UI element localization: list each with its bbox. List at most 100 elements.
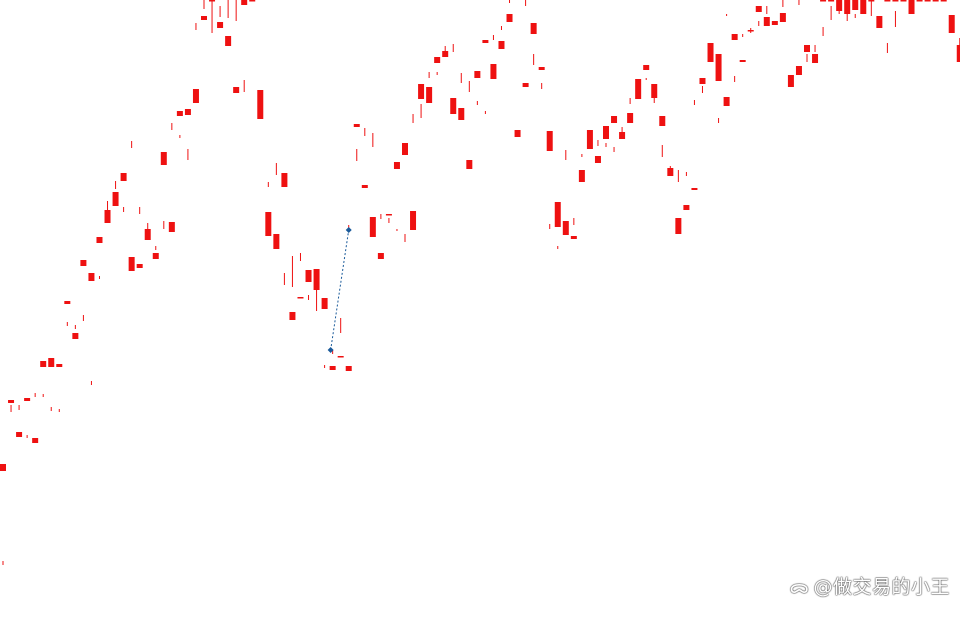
- candle: [530, 23, 537, 65]
- candle-body: [876, 16, 883, 28]
- candle: [924, 0, 931, 2]
- candle: [498, 26, 505, 49]
- candle: [297, 253, 304, 299]
- candle: [369, 133, 376, 237]
- candle: [80, 260, 87, 321]
- candle-body: [956, 45, 960, 62]
- candle: [908, 0, 915, 14]
- candle: [554, 202, 561, 249]
- candle-series: [0, 0, 960, 565]
- trend-marker-start: [327, 347, 334, 353]
- candle-body: [514, 130, 521, 137]
- candle-body: [820, 0, 827, 2]
- candle: [225, 0, 232, 46]
- candle-body: [924, 0, 931, 2]
- candle: [820, 0, 827, 36]
- candle-body: [554, 202, 561, 227]
- candle-body: [192, 89, 199, 103]
- candle: [40, 361, 47, 397]
- candle-body: [763, 17, 770, 26]
- candle: [393, 162, 400, 231]
- candle: [643, 65, 650, 80]
- candle-body: [812, 54, 819, 63]
- candle: [739, 34, 746, 62]
- candle: [249, 0, 256, 2]
- candle: [836, 0, 843, 14]
- candle-body: [635, 79, 642, 99]
- candle-body: [393, 162, 400, 169]
- candle: [707, 43, 714, 62]
- candle-body: [88, 273, 95, 281]
- candle: [24, 398, 31, 438]
- candle: [804, 45, 810, 62]
- candle: [201, 0, 207, 20]
- candle-body: [699, 78, 706, 84]
- candle: [241, 0, 248, 92]
- candle: [659, 116, 666, 157]
- candle-body: [530, 23, 537, 34]
- candle-body: [651, 84, 658, 98]
- candle: [506, 0, 513, 22]
- candle: [635, 79, 642, 99]
- candle: [619, 127, 626, 139]
- candle: [281, 173, 288, 285]
- candle: [273, 163, 280, 249]
- candle: [876, 16, 883, 28]
- candle: [932, 0, 939, 2]
- candle-body: [779, 13, 786, 22]
- candle: [184, 109, 191, 160]
- candle: [844, 0, 851, 21]
- candle: [56, 364, 63, 412]
- candle-body: [281, 173, 288, 187]
- candle: [289, 256, 296, 320]
- candle: [828, 0, 835, 20]
- candle: [611, 116, 618, 152]
- candle: [940, 0, 947, 2]
- candle: [795, 0, 802, 75]
- candle-body: [72, 333, 79, 339]
- candle: [192, 23, 199, 103]
- candle-body: [32, 438, 39, 443]
- candle: [450, 44, 457, 114]
- candle-body: [160, 152, 167, 165]
- candle: [233, 0, 240, 93]
- candle-body: [908, 0, 915, 14]
- candle: [385, 214, 392, 223]
- candle-body: [538, 67, 545, 70]
- candle: [747, 28, 754, 33]
- candle-body: [659, 116, 666, 126]
- candle-body: [385, 214, 392, 216]
- candle-body: [321, 298, 328, 309]
- candle: [442, 46, 449, 57]
- candle-body: [707, 43, 714, 62]
- candle-body: [594, 156, 601, 163]
- candle: [8, 400, 15, 412]
- candle: [779, 0, 786, 22]
- candle-body: [112, 192, 119, 206]
- candle: [627, 98, 634, 123]
- candle-body: [329, 366, 336, 370]
- candle-body: [402, 143, 408, 155]
- candle-body: [80, 260, 87, 266]
- candle-body: [40, 361, 47, 367]
- candle-body: [586, 130, 593, 149]
- candle: [514, 130, 521, 137]
- candle-body: [377, 253, 384, 259]
- candle-body: [578, 170, 585, 182]
- candle: [731, 34, 738, 82]
- candle: [16, 405, 23, 437]
- candle-body: [8, 400, 15, 403]
- candle-body: [233, 87, 240, 93]
- candle: [892, 0, 899, 27]
- candle-body: [104, 210, 111, 223]
- candle-body: [241, 0, 248, 5]
- candle-body: [144, 229, 151, 240]
- candle-body: [546, 131, 553, 151]
- candle: [482, 40, 489, 114]
- candle: [361, 128, 368, 188]
- candle: [321, 298, 328, 368]
- candle-body: [16, 432, 23, 437]
- candle: [603, 126, 609, 147]
- candle: [0, 464, 6, 565]
